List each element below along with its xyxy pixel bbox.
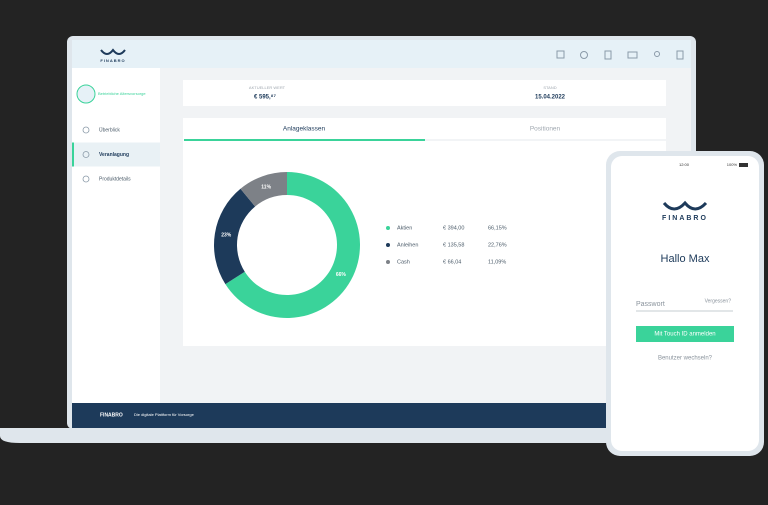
legend-amount: € 135,58 <box>443 242 464 248</box>
segment-label: 66% <box>336 272 347 278</box>
content-card <box>183 118 666 346</box>
value: € 595,⁸⁷ <box>254 95 277 101</box>
icon-user[interactable] <box>654 51 660 57</box>
date: 15.04.2022 <box>535 95 566 101</box>
date-label: STAND <box>543 85 556 90</box>
value-label: AKTUELLER WERT <box>249 85 286 90</box>
menu-active-bg <box>72 142 160 167</box>
tab[interactable]: Anlageklassen <box>283 126 326 133</box>
menu-active-bar <box>72 142 74 167</box>
segment-label: 11% <box>261 184 271 190</box>
donut-segment <box>240 172 287 207</box>
phone-logo-icon <box>662 200 708 211</box>
segment-label: 23% <box>221 233 232 239</box>
legend-dot <box>386 260 390 264</box>
account-name: Betriebliche Altersvorsorge <box>98 91 146 96</box>
footer <box>72 403 691 428</box>
switch-user[interactable]: Benutzer wechseln? <box>658 356 713 362</box>
laptop-base <box>0 428 700 443</box>
donut-segment <box>214 188 256 285</box>
touch-id-button[interactable] <box>636 326 734 342</box>
icon-doc[interactable] <box>604 50 612 60</box>
menu-icon[interactable] <box>82 175 90 183</box>
sidebar <box>72 68 160 403</box>
icon-logout[interactable] <box>676 50 684 60</box>
footer-tagline: Die digitale Plattform für Vorsorge <box>134 412 195 417</box>
button-label: Mit Touch ID anmelden <box>654 332 715 338</box>
tab[interactable]: Positionen <box>530 126 561 133</box>
menu-icon[interactable] <box>82 126 90 134</box>
legend-amount: € 394,00 <box>443 225 464 231</box>
password-placeholder[interactable]: Passwort <box>636 301 665 308</box>
menu-item[interactable]: Überblick <box>99 126 120 133</box>
logo-text: FINABRO <box>100 58 125 63</box>
donut-segment <box>225 172 360 319</box>
phone-screen <box>611 156 759 451</box>
avatar[interactable] <box>76 84 96 104</box>
legend-dot <box>386 243 390 247</box>
summary-card <box>183 80 666 106</box>
status-time: 12:00 <box>679 162 690 167</box>
legend-share: 66,15% <box>488 225 507 231</box>
status-battery: 100% <box>727 162 738 167</box>
forgot-link[interactable]: Vergessen? <box>705 298 732 304</box>
legend-share: 22,76% <box>488 242 507 248</box>
legend-name: Anleihen <box>397 242 418 248</box>
menu-item[interactable]: Produktdetails <box>99 176 131 182</box>
battery-icon <box>739 163 748 167</box>
greeting: Hallo Max <box>661 253 710 265</box>
legend-share: 11,09% <box>488 259 506 265</box>
legend-name: Cash <box>397 259 410 265</box>
top-bar <box>72 40 691 68</box>
icon-mail[interactable] <box>627 51 638 59</box>
legend-amount: € 66,04 <box>443 259 461 265</box>
legend-name: Aktien <box>397 225 412 231</box>
phone-logo-text: FINABRO <box>662 215 708 222</box>
icon-info[interactable] <box>580 51 588 59</box>
menu-icon[interactable] <box>82 151 90 158</box>
icon-grid[interactable] <box>556 50 565 59</box>
legend-dot <box>386 226 390 230</box>
logo-icon <box>100 48 126 55</box>
menu-item[interactable]: Veranlagung <box>99 152 129 158</box>
footer-brand: FINABRO <box>100 412 123 418</box>
